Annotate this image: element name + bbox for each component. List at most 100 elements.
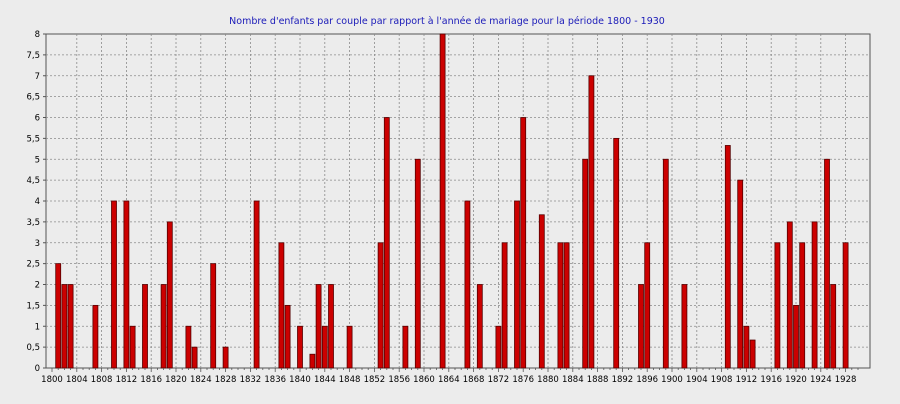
bar (284, 304, 291, 369)
bar (557, 242, 564, 369)
x-tick-label: 1804 (66, 375, 88, 385)
y-tick-label: 1 (35, 322, 40, 332)
y-tick-label: 1,5 (26, 301, 40, 311)
x-tick-label: 1912 (736, 375, 758, 385)
x-tick-label: 1856 (388, 375, 410, 385)
chart-title: Nombre d'enfants par couple par rapport … (229, 16, 665, 27)
y-tick-label: 0,5 (26, 343, 40, 353)
bar (799, 242, 806, 369)
x-tick-label: 1844 (314, 375, 336, 385)
bar (55, 263, 62, 369)
x-tick-label: 1880 (537, 375, 559, 385)
x-tick-label: 1808 (91, 375, 113, 385)
bar (743, 325, 750, 369)
bar (786, 221, 793, 369)
x-tick-label: 1868 (463, 375, 485, 385)
y-tick-label: 7,5 (26, 51, 40, 61)
bar (588, 75, 595, 369)
bar (644, 242, 651, 369)
bar (222, 346, 229, 369)
bar (383, 117, 390, 369)
x-tick-label: 1860 (413, 375, 435, 385)
bar (774, 242, 781, 369)
x-tick-label: 1920 (785, 375, 807, 385)
bar (476, 284, 483, 369)
x-tick-label: 1888 (587, 375, 609, 385)
y-tick-label: 3 (35, 239, 40, 249)
y-tick-label: 7 (35, 72, 40, 82)
x-tick-label: 1852 (364, 375, 386, 385)
x-tick-label: 1900 (661, 375, 683, 385)
bar (315, 284, 322, 369)
y-tick-label: 6,5 (26, 93, 40, 103)
bar (111, 200, 117, 369)
x-tick-label: 1876 (512, 375, 534, 385)
bar (811, 221, 818, 369)
bar (824, 158, 830, 369)
bar (681, 284, 688, 369)
bar (309, 353, 316, 369)
bar (501, 242, 508, 369)
bar (582, 158, 589, 369)
bar (563, 242, 570, 369)
bar (346, 325, 353, 369)
bar (737, 179, 744, 369)
bar (321, 325, 328, 369)
bar (129, 325, 136, 369)
x-tick-label: 1884 (562, 375, 584, 385)
bar (495, 325, 502, 369)
bar (278, 242, 285, 369)
x-tick-label: 1824 (190, 375, 212, 385)
y-tick-label: 2 (35, 281, 40, 291)
bar (142, 284, 148, 369)
y-tick-label: 2,5 (26, 260, 40, 270)
bars (55, 33, 849, 369)
bar (842, 242, 849, 369)
x-tick-label: 1904 (686, 375, 708, 385)
x-tick-label: 1840 (289, 375, 311, 385)
bar (638, 284, 644, 369)
bar (793, 304, 799, 369)
x-tick-label: 1916 (760, 375, 782, 385)
y-tick-label: 8 (35, 30, 40, 40)
bar (439, 33, 446, 369)
grid-lines (46, 34, 870, 368)
x-tick-label: 1816 (140, 375, 162, 385)
y-tick-label: 6 (35, 114, 40, 124)
bar (613, 137, 620, 369)
bar (253, 200, 260, 369)
x-tick-label: 1872 (488, 375, 510, 385)
x-tick-label: 1924 (810, 375, 832, 385)
x-tick-label: 1836 (264, 375, 286, 385)
y-tick-label: 4,5 (26, 176, 40, 186)
bar (61, 284, 68, 369)
bar (662, 158, 669, 369)
x-tick-label: 1896 (636, 375, 658, 385)
bar (464, 200, 471, 369)
y-tick-label: 3,5 (26, 218, 40, 228)
bar (830, 284, 837, 369)
bar (297, 325, 303, 369)
bar (377, 242, 384, 369)
bar (210, 263, 217, 369)
bar (123, 200, 130, 369)
x-tick-label: 1832 (240, 375, 262, 385)
y-tick-label: 0 (35, 364, 40, 374)
bar (160, 284, 167, 369)
x-tick-label: 1828 (215, 375, 237, 385)
y-tick-label: 4 (35, 197, 40, 207)
bar (520, 117, 527, 369)
bar (514, 200, 520, 369)
bar (185, 325, 192, 369)
x-tick-label: 1820 (165, 375, 187, 385)
x-tick-label: 1848 (339, 375, 361, 385)
bar (166, 221, 173, 369)
bar (402, 325, 409, 369)
y-tick-label: 5,5 (26, 134, 40, 144)
bar (92, 304, 99, 369)
x-tick-label: 1800 (41, 375, 63, 385)
x-tick-label: 1864 (438, 375, 460, 385)
bar (749, 339, 756, 369)
